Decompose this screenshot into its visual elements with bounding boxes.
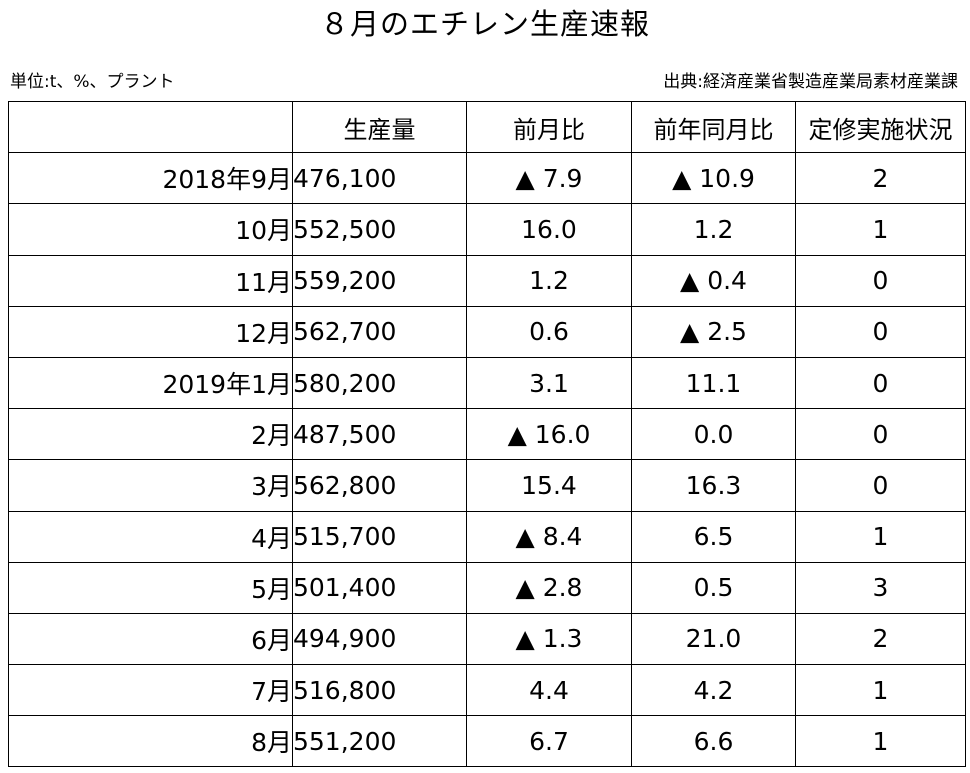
cell-maintenance: 1 xyxy=(795,203,966,256)
cell-production: 551,200 xyxy=(292,715,467,768)
cell-yoy: ▲ 0.4 xyxy=(631,254,796,307)
cell-period: 2月 xyxy=(8,408,293,461)
cell-production: 494,900 xyxy=(292,612,467,666)
cell-maintenance: 3 xyxy=(795,561,966,614)
cell-maintenance: 1 xyxy=(795,664,966,717)
cell-maintenance: 1 xyxy=(795,715,966,768)
cell-mom: 0.6 xyxy=(466,305,632,358)
cell-maintenance: 0 xyxy=(795,305,966,358)
cell-yoy: 16.3 xyxy=(631,459,796,512)
cell-mom: ▲ 8.4 xyxy=(466,510,632,563)
cell-yoy: 6.6 xyxy=(631,715,796,768)
ethylene-production-table: 生産量 前月比 前年同月比 定修実施状況 2018年9月 476,100 ▲ 7.9… xyxy=(8,100,966,768)
table-row: 8月 551,200 6.7 6.6 1 xyxy=(8,715,966,768)
cell-yoy: ▲ 10.9 xyxy=(631,152,796,205)
cell-period: 4月 xyxy=(8,510,293,563)
cell-production: 580,200 xyxy=(292,356,467,410)
header-row: 生産量 前月比 前年同月比 定修実施状況 xyxy=(8,100,966,154)
table-row: 3月 562,800 15.4 16.3 0 xyxy=(8,459,966,512)
report-title: ８月のエチレン生産速報 xyxy=(319,7,650,41)
cell-mom: ▲ 1.3 xyxy=(466,612,632,666)
header-mom: 前月比 xyxy=(466,100,632,154)
cell-mom: 3.1 xyxy=(466,356,632,410)
cell-yoy: 21.0 xyxy=(631,612,796,666)
cell-production: 552,500 xyxy=(292,203,467,256)
table-row: 10月 552,500 16.0 1.2 1 xyxy=(8,203,966,256)
cell-period: 5月 xyxy=(8,561,293,614)
cell-production: 501,400 xyxy=(292,561,467,614)
cell-maintenance: 2 xyxy=(795,152,966,205)
cell-mom: 1.2 xyxy=(466,254,632,307)
cell-mom: ▲ 7.9 xyxy=(466,152,632,205)
cell-period: 2019年1月 xyxy=(8,356,293,410)
table-row: 11月 559,200 1.2 ▲ 0.4 0 xyxy=(8,254,966,307)
cell-period: 11月 xyxy=(8,254,293,307)
table-row: 7月 516,800 4.4 4.2 1 xyxy=(8,664,966,717)
cell-period: 3月 xyxy=(8,459,293,512)
table-row: 12月 562,700 0.6 ▲ 2.5 0 xyxy=(8,305,966,358)
cell-period: 2018年9月 xyxy=(8,152,293,205)
cell-maintenance: 2 xyxy=(795,612,966,666)
cell-maintenance: 0 xyxy=(795,254,966,307)
table-body: 2018年9月 476,100 ▲ 7.9 ▲ 10.9 2 10月 552,500 16.0… xyxy=(8,152,966,768)
cell-period: 10月 xyxy=(8,203,293,256)
cell-mom: 15.4 xyxy=(466,459,632,512)
table-row: 2018年9月 476,100 ▲ 7.9 ▲ 10.9 2 xyxy=(8,152,966,205)
source-note: 出典:経済産業省製造産業局素材産業課 xyxy=(663,72,958,92)
header-yoy: 前年同月比 xyxy=(631,100,796,154)
header-maintenance: 定修実施状況 xyxy=(795,100,966,154)
cell-maintenance: 1 xyxy=(795,510,966,563)
cell-yoy: 0.0 xyxy=(631,408,796,461)
cell-production: 559,200 xyxy=(292,254,467,307)
table-row: 6月 494,900 ▲ 1.3 21.0 2 xyxy=(8,612,966,666)
cell-yoy: 0.5 xyxy=(631,561,796,614)
cell-mom: 4.4 xyxy=(466,664,632,717)
cell-production: 476,100 xyxy=(292,152,467,205)
table-row: 2月 487,500 ▲ 16.0 0.0 0 xyxy=(8,408,966,461)
cell-mom: ▲ 2.8 xyxy=(466,561,632,614)
cell-period: 6月 xyxy=(8,612,293,666)
unit-note: 単位:t、%、プラント xyxy=(10,72,175,92)
cell-mom: 6.7 xyxy=(466,715,632,768)
cell-period: 8月 xyxy=(8,715,293,768)
cell-maintenance: 0 xyxy=(795,408,966,461)
cell-maintenance: 0 xyxy=(795,356,966,410)
header-production: 生産量 xyxy=(292,100,467,154)
table-row: 5月 501,400 ▲ 2.8 0.5 3 xyxy=(8,561,966,614)
cell-yoy: 4.2 xyxy=(631,664,796,717)
cell-yoy: 11.1 xyxy=(631,356,796,410)
cell-period: 7月 xyxy=(8,664,293,717)
cell-production: 487,500 xyxy=(292,408,467,461)
table-row: 4月 515,700 ▲ 8.4 6.5 1 xyxy=(8,510,966,563)
cell-production: 516,800 xyxy=(292,664,467,717)
cell-maintenance: 0 xyxy=(795,459,966,512)
cell-production: 562,800 xyxy=(292,459,467,512)
cell-mom: 16.0 xyxy=(466,203,632,256)
cell-yoy: 6.5 xyxy=(631,510,796,563)
cell-production: 515,700 xyxy=(292,510,467,563)
cell-production: 562,700 xyxy=(292,305,467,358)
cell-period: 12月 xyxy=(8,305,293,358)
cell-mom: ▲ 16.0 xyxy=(466,408,632,461)
header-period xyxy=(8,100,293,154)
cell-yoy: 1.2 xyxy=(631,203,796,256)
cell-yoy: ▲ 2.5 xyxy=(631,305,796,358)
table-row: 2019年1月 580,200 3.1 11.1 0 xyxy=(8,356,966,410)
